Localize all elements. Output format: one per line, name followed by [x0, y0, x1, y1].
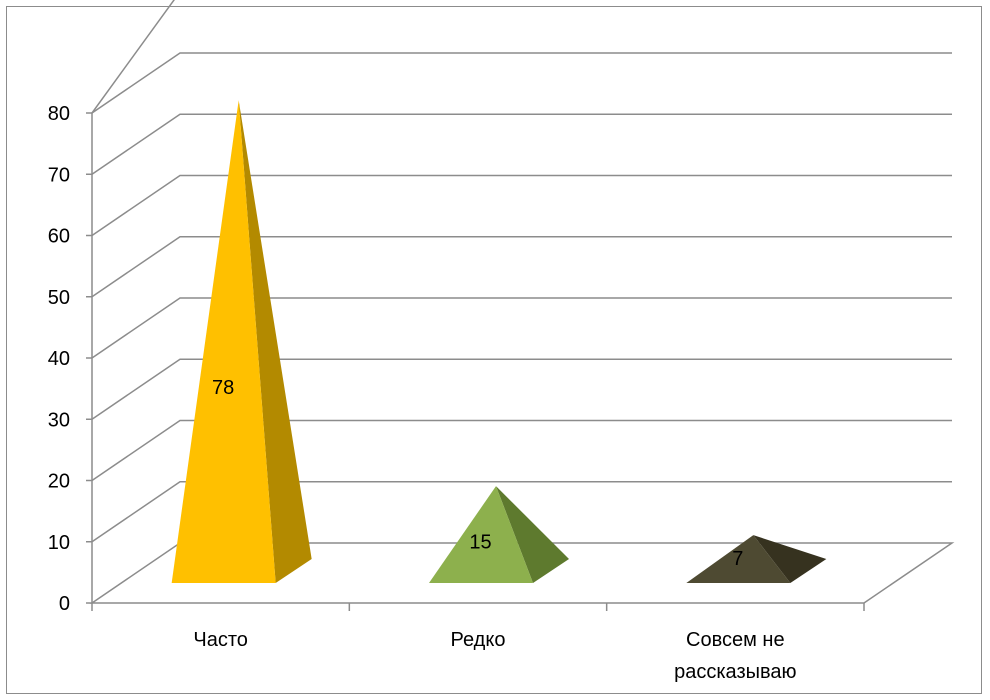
- y-axis-tick-labels: 0 10 20 30 40 50 60 70 80: [48, 103, 70, 615]
- x-axis-category-labels: Часто Редко Совсем не рассказываю: [193, 629, 796, 683]
- gridline: [91, 481, 952, 543]
- data-label: 78: [212, 377, 234, 399]
- pyramid-side: [238, 100, 312, 583]
- gridline: [91, 297, 952, 359]
- gridlines: [91, 0, 952, 543]
- y-tick-label: 50: [48, 287, 70, 309]
- pyramid-front: [686, 535, 791, 583]
- gridline: [91, 236, 952, 298]
- y-tick-label: 10: [48, 532, 70, 554]
- y-tick-label: 0: [59, 593, 70, 615]
- y-tick-label: 20: [48, 471, 70, 493]
- y-tick-label: 60: [48, 226, 70, 248]
- y-tick-label: 30: [48, 409, 70, 431]
- gridline: [91, 52, 952, 114]
- pyramid-front: [171, 100, 276, 583]
- pyramid-bars: [171, 100, 827, 583]
- y-tick-label: 80: [48, 103, 70, 125]
- x-category-label: рассказываю: [674, 661, 796, 683]
- pyramid-side: [753, 535, 827, 583]
- data-labels: 78 15 7: [212, 377, 743, 570]
- pyramid-side: [496, 486, 569, 583]
- gridline-top-diagonal: [91, 0, 175, 114]
- gridline: [91, 419, 952, 482]
- pyramid-front: [429, 486, 533, 583]
- gridline-top-helper: [92, 53, 952, 113]
- y-tick-label: 70: [48, 164, 70, 186]
- gridline: [91, 358, 952, 420]
- gridline: [91, 113, 952, 175]
- axes: [86, 112, 865, 611]
- y-tick-label: 40: [48, 348, 70, 370]
- x-category-label: Редко: [451, 629, 506, 651]
- x-category-label: Совсем не: [686, 629, 785, 651]
- gridline: [91, 174, 952, 237]
- data-label: 15: [469, 531, 491, 553]
- data-label: 7: [732, 548, 743, 570]
- x-category-label: Часто: [193, 629, 248, 651]
